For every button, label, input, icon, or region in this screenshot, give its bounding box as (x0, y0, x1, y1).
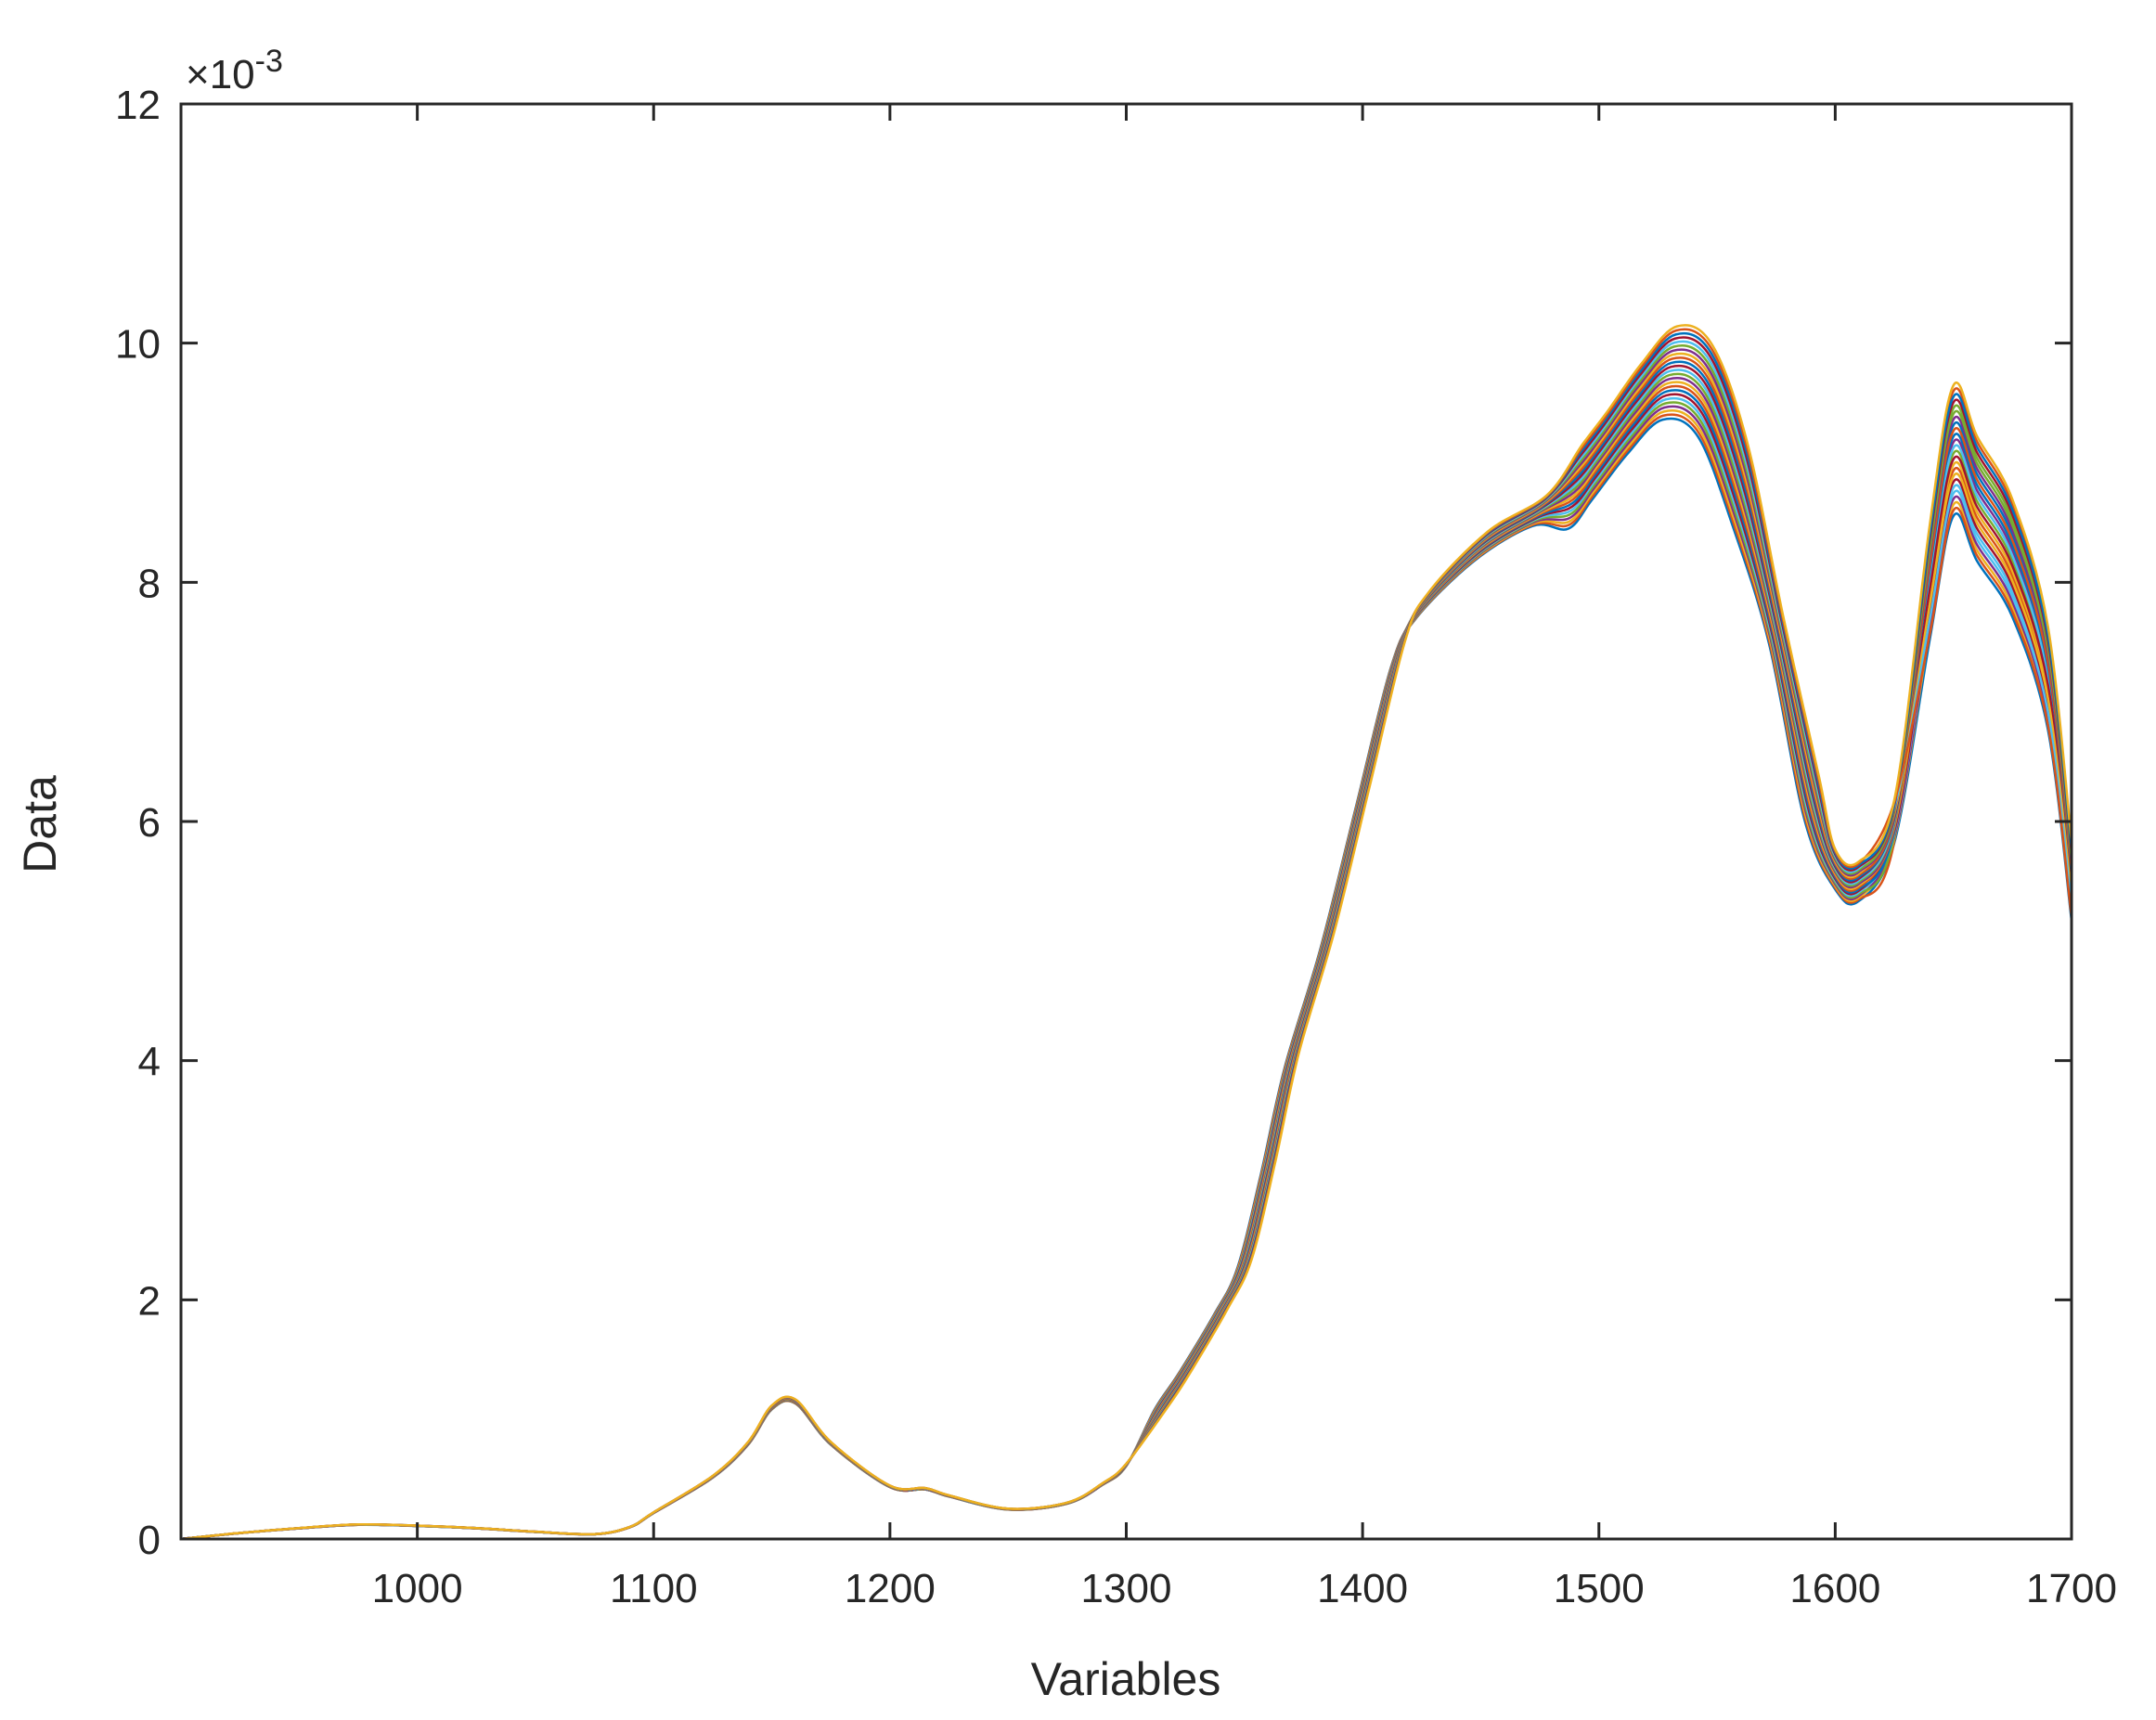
y-axis-multiplier: ×10-3 (186, 44, 283, 97)
y-tick-label-6: 6 (138, 800, 161, 846)
series-line-24 (180, 324, 2073, 1541)
series-layer (180, 324, 2073, 1541)
x-tick-label-1100: 1100 (610, 1566, 698, 1611)
y-tick-label-10: 10 (115, 322, 161, 368)
x-tick-label-1700: 1700 (2026, 1566, 2117, 1611)
y-axis: 0 2 4 6 8 10 12 (115, 83, 2072, 1563)
y-axis-label: Data (14, 775, 66, 873)
y-axis-multiplier-base: ×10 (186, 52, 255, 97)
y-tick-label-12: 12 (115, 83, 161, 128)
x-axis: 1000 1100 1200 1300 1400 1500 1600 1700 (372, 104, 2117, 1611)
plot-background (181, 104, 2072, 1539)
x-tick-label-1300: 1300 (1081, 1566, 1172, 1611)
x-tick-label-1200: 1200 (845, 1566, 936, 1611)
y-tick-label-2: 2 (138, 1278, 161, 1324)
x-tick-label-1400: 1400 (1317, 1566, 1408, 1611)
y-axis-multiplier-exponent: -3 (255, 44, 283, 79)
y-tick-label-0: 0 (138, 1518, 161, 1563)
x-tick-label-1500: 1500 (1554, 1566, 1645, 1611)
x-tick-label-1600: 1600 (1789, 1566, 1880, 1611)
y-tick-label-8: 8 (138, 561, 161, 606)
x-tick-label-1000: 1000 (372, 1566, 463, 1611)
x-axis-label: Variables (1031, 1653, 1221, 1705)
y-tick-label-4: 4 (138, 1040, 161, 1085)
